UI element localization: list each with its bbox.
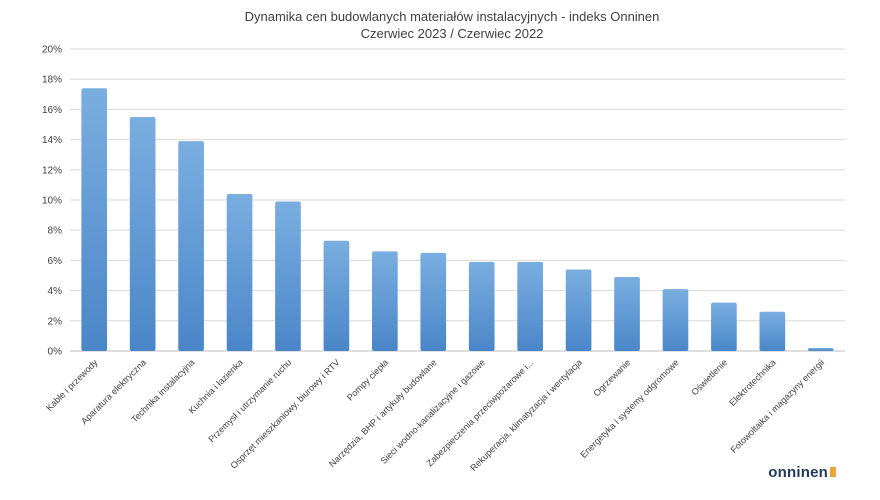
bars [81, 88, 834, 351]
bar [565, 269, 592, 351]
x-category-label: Fotowoltaika i magazyny energii [729, 357, 827, 455]
bar [275, 201, 301, 351]
x-category-label: Zabezpieczenia przeciwpożarowe i... [424, 357, 535, 468]
bar [807, 347, 834, 351]
x-category-label: Pompy ciepła [345, 357, 390, 402]
onninen-logo: onninen [768, 464, 836, 481]
logo-text: onninen [768, 464, 828, 481]
logo-mark-icon [830, 467, 836, 477]
y-tick-label: 8% [48, 226, 63, 237]
x-category-label: Osprzęt mieszkaniowy, biurowy i RTV [229, 357, 342, 470]
bar [517, 261, 543, 351]
y-tick-label: 10% [42, 196, 62, 207]
y-tick-label: 4% [48, 286, 63, 297]
y-tick-label: 12% [42, 165, 62, 176]
bar [468, 261, 495, 351]
bar [372, 251, 398, 351]
chart-title-line-1: Dynamika cen budowlanych materiałów inst… [245, 9, 660, 24]
bar [81, 88, 108, 351]
y-tick-label: 2% [48, 316, 63, 327]
x-category-label: Oświetlenie [689, 357, 729, 397]
bar [614, 277, 640, 351]
y-tick-label: 0% [48, 347, 63, 358]
chart-title-line-2: Czerwiec 2023 / Czerwiec 2022 [361, 26, 544, 41]
x-category-label: Ogrzewanie [591, 357, 632, 398]
bar [178, 141, 204, 351]
chart-title: Dynamika cen budowlanych materiałów inst… [245, 9, 660, 41]
x-category-label: Sieci wodno-kanalizacyjne i gazowe [379, 357, 488, 466]
x-category-label: Energetyka i systemy odgromowe [578, 357, 681, 460]
y-tick-label: 18% [42, 75, 62, 86]
y-tick-label: 20% [42, 45, 62, 56]
y-tick-label: 6% [48, 256, 63, 267]
y-tick-label: 16% [42, 105, 62, 116]
x-category-label: Narzędzia, BHP i artykuły budowlane [327, 357, 439, 469]
bar [711, 302, 737, 351]
bar [129, 116, 156, 351]
y-tick-label: 14% [42, 135, 62, 146]
x-category-label: Kable i przewody [44, 357, 100, 413]
bar [226, 193, 253, 351]
bar [323, 240, 350, 351]
bar [420, 252, 447, 351]
x-category-label: Rekuperacja, klimatyzacja i wentylacja [468, 357, 584, 473]
x-category-label: Elektrotechnika [727, 357, 778, 408]
x-category-label: Przemysł i utrzymanie ruchu [206, 357, 293, 444]
bar [759, 311, 786, 351]
y-axis-tick-labels: 0% 2% 4% 6% 8% 10% 12% 14% 16% 18% 20% [42, 45, 62, 358]
bar [662, 289, 689, 351]
